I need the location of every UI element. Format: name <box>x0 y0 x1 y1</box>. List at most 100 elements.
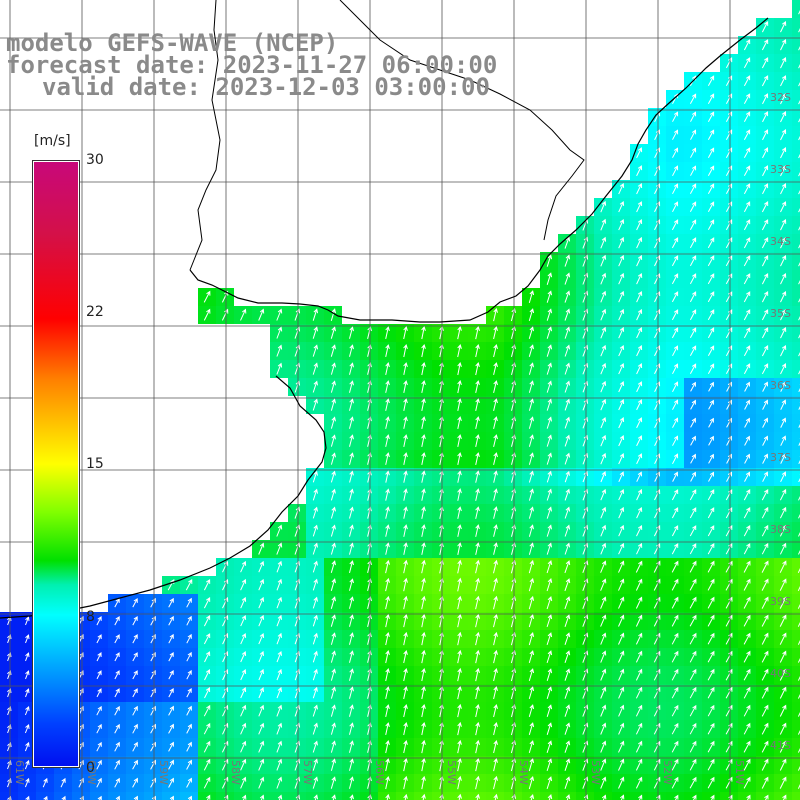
wind-cell <box>792 738 800 756</box>
wind-arrow <box>546 686 553 699</box>
wind-arrow <box>618 272 625 285</box>
wind-arrow <box>743 327 751 339</box>
wind-cell <box>54 792 72 800</box>
wind-arrow <box>168 777 174 788</box>
wind-arrow <box>798 5 800 15</box>
wind-arrow <box>744 381 750 392</box>
wind-arrow <box>671 327 679 339</box>
wind-arrow <box>618 435 625 447</box>
wind-arrow <box>583 794 589 800</box>
wind-arrow <box>493 757 498 772</box>
wind-arrow <box>564 704 571 717</box>
wind-arrow <box>312 524 318 537</box>
longitude-label: 61W <box>13 760 26 785</box>
wind-arrow <box>528 488 534 501</box>
wind-arrow <box>761 704 769 717</box>
wind-arrow <box>546 290 553 303</box>
wind-arrow <box>689 183 697 195</box>
latitude-labels: 32S 33S 34S 35S 36S 37S 38S 39S 40S 41S <box>770 91 791 752</box>
wind-arrow <box>276 740 283 753</box>
wind-arrow <box>582 524 589 537</box>
wind-arrow <box>276 686 282 699</box>
wind-arrow <box>636 435 643 447</box>
wind-arrow <box>636 147 643 159</box>
wind-arrow <box>546 542 552 555</box>
wind-cell <box>792 612 800 630</box>
wind-arrow <box>707 219 715 231</box>
wind-arrow <box>312 758 318 771</box>
wind-arrow <box>403 470 408 483</box>
wind-arrow <box>671 291 679 303</box>
wind-arrow <box>421 577 426 592</box>
wind-cell <box>792 216 800 234</box>
wind-arrow <box>114 759 120 770</box>
wind-arrow <box>743 543 751 555</box>
wind-arrow <box>780 20 787 33</box>
wind-arrow <box>475 649 480 664</box>
wind-arrow <box>798 221 800 231</box>
wind-cell <box>792 342 800 360</box>
wind-arrow <box>349 416 354 429</box>
wind-arrow <box>385 775 390 790</box>
wind-arrow <box>635 632 643 645</box>
wind-arrow <box>707 632 715 645</box>
wind-arrow <box>707 740 715 753</box>
wind-arrow <box>528 577 535 592</box>
wind-arrow <box>707 129 715 140</box>
wind-arrow <box>707 183 715 195</box>
wind-cell <box>792 306 800 324</box>
wind-arrow <box>203 596 211 609</box>
wind-arrow <box>186 723 192 734</box>
wind-arrow <box>564 380 571 393</box>
wind-arrow <box>187 795 192 800</box>
wind-arrow <box>132 723 138 734</box>
wind-arrow <box>475 739 480 754</box>
wind-arrow <box>726 471 732 482</box>
wind-arrow <box>600 218 607 231</box>
wind-arrow <box>564 398 570 411</box>
wind-arrow <box>618 254 625 267</box>
wind-arrow <box>635 614 643 627</box>
wind-arrow <box>618 200 625 213</box>
wind-arrow <box>493 488 498 501</box>
wind-arrow <box>707 704 715 717</box>
wind-arrow <box>421 685 426 700</box>
wind-arrow <box>690 165 697 176</box>
wind-arrow <box>689 543 697 555</box>
wind-arrow <box>636 290 643 303</box>
wind-arrow <box>762 129 769 141</box>
wind-arrow <box>349 470 354 483</box>
wind-cell <box>738 792 756 800</box>
wind-arrow <box>457 325 462 340</box>
wind-arrow <box>780 326 787 339</box>
wind-arrow <box>276 758 283 771</box>
wind-arrow <box>312 722 318 735</box>
wind-arrow <box>689 219 697 231</box>
wind-arrow <box>654 255 661 267</box>
wind-arrow <box>403 380 408 393</box>
wind-arrow <box>618 290 625 303</box>
wind-arrow <box>43 795 48 800</box>
wind-arrow <box>689 291 697 303</box>
colorbar-tick-30: 30 <box>86 152 104 168</box>
wind-arrow <box>743 147 751 159</box>
wind-arrow <box>762 453 768 464</box>
wind-arrow <box>385 704 390 718</box>
wind-arrow <box>636 363 643 375</box>
wind-arrow <box>403 703 408 718</box>
latitude-label: 34S <box>770 235 791 248</box>
wind-arrow <box>672 165 679 177</box>
colorbar-unit: [m/s] <box>34 133 71 149</box>
wind-arrow <box>493 595 498 610</box>
wind-arrow <box>349 650 354 663</box>
wind-arrow <box>653 650 661 663</box>
wind-arrow <box>582 344 589 357</box>
wind-arrow <box>798 59 800 69</box>
wind-arrow <box>240 687 247 699</box>
wind-arrow <box>221 290 229 303</box>
wind-arrow <box>671 578 679 591</box>
wind-arrow <box>547 794 553 800</box>
wind-arrow <box>671 237 679 249</box>
wind-cell <box>198 792 216 800</box>
wind-arrow <box>349 560 354 574</box>
